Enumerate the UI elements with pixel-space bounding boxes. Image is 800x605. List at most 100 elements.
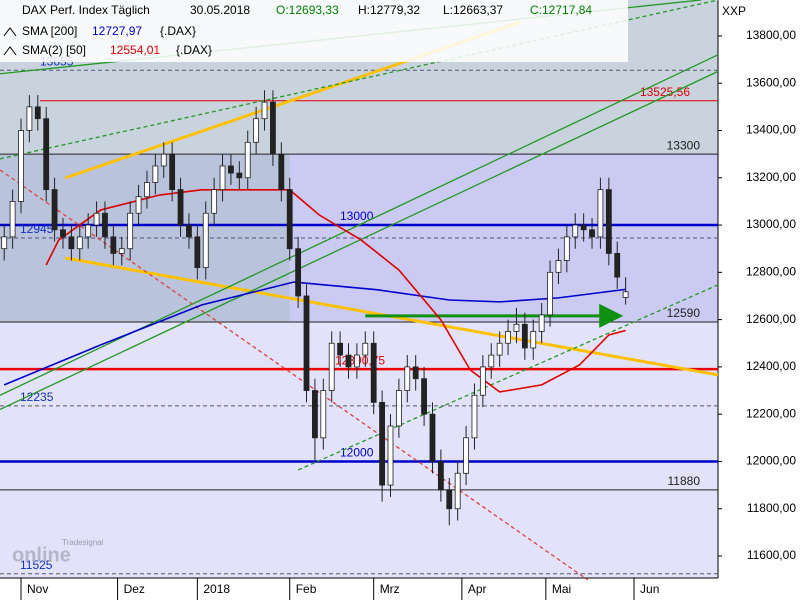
y-tick-label: 12400,00	[746, 359, 796, 373]
axis-label: XXP	[722, 4, 746, 18]
ohlc-label: C:12717,84	[530, 3, 592, 17]
x-tick-label: Jun	[640, 582, 659, 596]
chart-title: DAX Perf. Index Täglich	[22, 3, 150, 17]
trendline	[0, 70, 719, 411]
candle-body	[85, 224, 92, 238]
candle-body	[278, 153, 285, 190]
candle-body	[370, 342, 377, 403]
candle-body	[412, 366, 419, 380]
candle-body	[102, 212, 108, 238]
candle-body	[488, 354, 495, 368]
x-axis-background	[0, 578, 718, 600]
legend-icon	[3, 46, 17, 56]
candle-body	[597, 189, 604, 238]
candle-body	[387, 425, 394, 486]
candle-body	[152, 165, 159, 183]
level-label: 12235	[20, 390, 54, 404]
candle-body	[244, 141, 251, 179]
candle-body	[68, 236, 75, 250]
trendline	[0, 54, 719, 396]
candle-body	[345, 354, 352, 368]
legend-symbol: {.DAX}	[176, 43, 212, 57]
candle-body	[580, 224, 587, 231]
candle-body	[144, 182, 150, 198]
y-tick-label: 11600,00	[747, 548, 796, 562]
x-tick-label: Mai	[552, 582, 571, 596]
candle-body	[572, 224, 579, 238]
candle-body	[530, 331, 537, 349]
watermark: online	[12, 544, 71, 566]
legend-name: SMA [200]	[22, 24, 77, 38]
level-label: 12590	[667, 306, 701, 320]
candle-body	[320, 390, 327, 439]
candle-body	[538, 314, 545, 332]
level-label: 12000	[340, 446, 374, 460]
candle-body	[110, 236, 117, 254]
level-label: 12945	[20, 222, 54, 236]
candle-body	[1, 236, 8, 250]
candle-body	[605, 189, 612, 254]
candle-body	[177, 189, 184, 226]
candle-body	[160, 153, 167, 167]
candle-body	[437, 461, 444, 491]
candle-body	[379, 401, 385, 486]
candle-body	[253, 118, 260, 143]
chart-date: 30.05.2018	[190, 3, 250, 17]
candle-body	[622, 291, 629, 298]
candle-body	[127, 212, 134, 250]
legend-icon	[3, 27, 17, 37]
candle-body	[555, 260, 562, 273]
legend-value: 12554,01	[110, 43, 160, 57]
candle-body	[521, 323, 528, 349]
level-label: 13000	[340, 209, 374, 223]
x-tick-label: 2018	[203, 582, 230, 596]
x-tick-label: Nov	[27, 582, 48, 596]
candle-body	[76, 236, 83, 250]
candle-body	[337, 342, 344, 356]
candle-body	[186, 224, 192, 238]
candle-body	[404, 366, 411, 391]
candle-body	[471, 394, 478, 439]
candle-body	[421, 378, 427, 415]
candle-body	[312, 390, 318, 439]
x-tick-label: Dez	[124, 582, 145, 596]
candle-body	[270, 101, 276, 155]
candle-body	[261, 101, 268, 120]
ohlc-label: L:12663,37	[443, 3, 503, 17]
candle-body	[513, 323, 520, 332]
candle-body	[135, 196, 142, 214]
candle-body	[236, 172, 243, 179]
candle-body	[34, 106, 41, 120]
y-tick-label: 12200,00	[746, 406, 796, 420]
candle-body	[118, 248, 125, 254]
candle-body	[328, 342, 335, 391]
candle-body	[446, 489, 453, 510]
candle-body	[228, 165, 234, 174]
legend-value: 12727,97	[92, 24, 142, 38]
candle-body	[547, 271, 553, 316]
candle-body	[51, 189, 58, 231]
y-tick-label: 13400,00	[746, 123, 796, 137]
ohlc-label: O:12693,33	[276, 3, 339, 17]
candle-body	[219, 165, 226, 190]
y-tick-label: 13000,00	[746, 217, 796, 231]
level-label: 13300	[667, 138, 701, 152]
candle-body	[18, 130, 24, 202]
y-tick-label: 12800,00	[746, 265, 796, 279]
candle-body	[43, 118, 50, 190]
candle-body	[354, 354, 360, 368]
candle-body	[93, 212, 100, 226]
x-tick-label: Apr	[468, 582, 487, 596]
candle-body	[479, 366, 486, 396]
candle-body	[9, 201, 16, 238]
y-tick-label: 13200,00	[746, 170, 796, 184]
y-tick-label: 12600,00	[746, 312, 796, 326]
candle-body	[505, 331, 511, 344]
moving-average-line	[3, 281, 626, 386]
candle-body	[303, 295, 310, 391]
axis-background	[718, 0, 800, 600]
candle-body	[60, 229, 66, 238]
x-tick-label: Feb	[296, 582, 317, 596]
candle-body	[563, 236, 570, 261]
